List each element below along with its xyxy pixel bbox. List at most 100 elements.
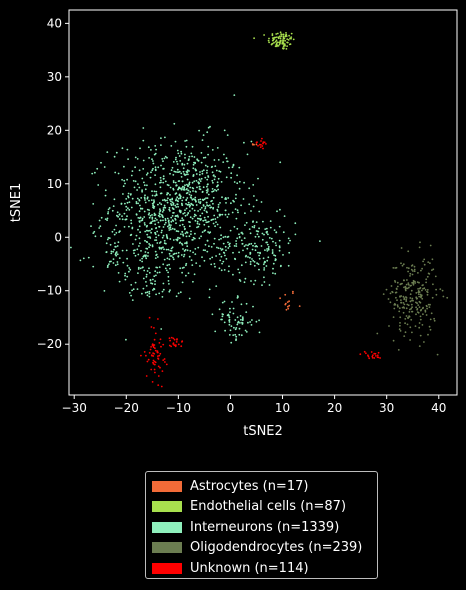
data-point xyxy=(174,171,177,173)
data-point xyxy=(233,225,236,228)
data-point xyxy=(426,289,429,291)
legend-item: Endothelial cells (n=87) xyxy=(152,497,371,518)
data-point xyxy=(276,32,279,35)
data-point xyxy=(235,327,238,329)
data-point xyxy=(275,244,277,247)
data-point xyxy=(153,214,156,217)
data-point xyxy=(258,268,260,271)
data-point xyxy=(175,344,177,346)
data-point xyxy=(172,181,175,184)
data-point xyxy=(162,263,165,266)
data-point xyxy=(249,263,252,266)
data-point xyxy=(148,316,151,319)
data-point xyxy=(429,262,431,264)
data-point xyxy=(425,278,428,281)
data-point xyxy=(145,375,148,377)
data-point xyxy=(190,197,193,199)
data-point xyxy=(159,181,161,184)
data-point xyxy=(227,235,230,238)
data-point xyxy=(168,344,171,347)
data-point xyxy=(267,233,269,236)
data-point xyxy=(186,197,189,199)
data-point xyxy=(237,211,239,214)
data-point xyxy=(159,215,161,218)
data-point xyxy=(172,343,175,345)
plot-frame xyxy=(68,9,458,396)
data-point xyxy=(402,311,405,314)
data-point xyxy=(116,214,118,217)
data-point xyxy=(148,295,151,298)
data-point xyxy=(410,307,413,310)
data-point xyxy=(187,173,189,176)
data-point xyxy=(267,39,270,42)
data-point xyxy=(193,180,196,183)
data-point xyxy=(136,158,139,160)
data-point xyxy=(238,166,241,169)
data-point xyxy=(416,308,418,311)
data-point xyxy=(204,219,207,222)
data-point xyxy=(151,381,154,383)
data-point xyxy=(276,36,278,39)
data-point xyxy=(200,218,203,220)
data-point xyxy=(123,212,126,215)
data-point xyxy=(122,185,125,188)
data-point xyxy=(147,358,150,361)
data-point xyxy=(222,313,225,316)
data-point xyxy=(248,187,251,190)
data-point xyxy=(176,338,178,341)
data-point xyxy=(198,223,201,226)
data-point xyxy=(234,197,237,200)
data-point xyxy=(206,183,209,186)
data-point xyxy=(152,352,155,354)
data-point xyxy=(186,162,189,165)
data-point xyxy=(185,207,188,210)
data-point xyxy=(127,192,130,195)
data-point xyxy=(221,315,224,318)
data-point xyxy=(168,229,171,231)
data-point xyxy=(172,202,175,205)
data-point xyxy=(152,160,154,162)
data-point xyxy=(261,238,264,241)
data-point xyxy=(174,158,177,161)
data-point xyxy=(105,251,108,253)
data-point xyxy=(273,254,275,256)
data-point xyxy=(406,323,409,326)
data-point xyxy=(262,147,264,150)
data-point xyxy=(136,288,139,290)
data-point xyxy=(279,208,281,211)
data-point xyxy=(161,236,164,239)
data-point xyxy=(202,134,205,137)
data-point xyxy=(238,236,241,238)
data-point xyxy=(225,258,228,260)
data-point xyxy=(156,230,159,233)
data-point xyxy=(239,322,241,324)
series-0 xyxy=(251,143,301,311)
data-point xyxy=(206,178,209,181)
data-point xyxy=(169,255,172,257)
data-point xyxy=(266,248,268,250)
data-point xyxy=(138,237,141,240)
data-point xyxy=(126,257,128,260)
data-point xyxy=(266,250,269,252)
data-point xyxy=(162,359,165,361)
data-point xyxy=(147,230,150,232)
data-point xyxy=(282,254,284,256)
data-point xyxy=(240,264,243,267)
y-tick-label: 40 xyxy=(47,16,62,30)
data-point xyxy=(244,277,247,280)
data-point xyxy=(170,224,172,227)
data-point xyxy=(197,201,200,203)
data-point xyxy=(242,249,244,252)
data-point xyxy=(146,294,149,297)
data-point xyxy=(176,171,179,174)
data-point xyxy=(179,160,182,162)
data-point xyxy=(213,159,216,161)
data-point xyxy=(107,211,110,213)
data-point xyxy=(167,197,169,200)
data-point xyxy=(144,199,146,201)
data-point xyxy=(240,318,242,321)
data-point xyxy=(241,233,244,235)
x-axis-label: tSNE2 xyxy=(243,424,283,439)
data-point xyxy=(202,156,205,159)
data-point xyxy=(131,226,134,229)
